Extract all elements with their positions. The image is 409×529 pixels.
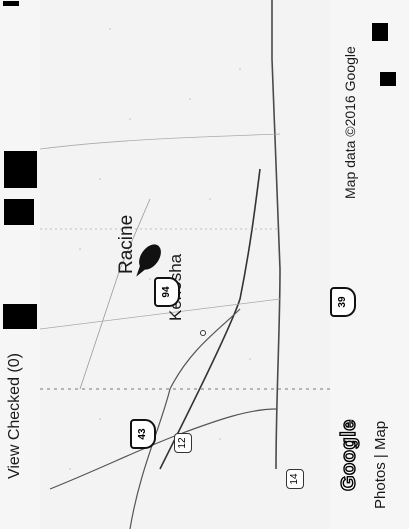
map-attribution[interactable]: Map data ©2016 Google — [342, 46, 358, 199]
local-road — [79, 198, 151, 390]
map-canvas[interactable] — [40, 0, 330, 529]
us-14-shield: 14 — [286, 469, 304, 489]
toolbar-button-c[interactable] — [4, 151, 37, 188]
toolbar-button-b[interactable] — [4, 199, 34, 225]
interstate-39-shield: 39 — [330, 287, 356, 317]
view-checked-link[interactable]: View Checked (0) — [6, 353, 23, 479]
control-square-2[interactable] — [380, 72, 396, 86]
map-pin-icon — [136, 244, 161, 277]
separator: | — [372, 454, 389, 459]
toolbar-button-a[interactable] — [3, 304, 37, 329]
lake-shoreline — [271, 0, 281, 470]
photos-map-toggle: Photos | Map — [372, 421, 389, 509]
menu-handle[interactable] — [3, 1, 19, 6]
control-square-1[interactable] — [372, 23, 388, 41]
map-link[interactable]: Map — [372, 420, 389, 451]
google-logo: Google — [337, 418, 360, 491]
photos-link[interactable]: Photos — [372, 462, 389, 509]
road-i43 — [129, 308, 241, 529]
city-label-racine: Racine — [116, 214, 137, 274]
interstate-94-shield: 94 — [154, 277, 180, 307]
us-12-shield: 12 — [174, 433, 192, 453]
city-marker-kenosha — [200, 330, 206, 336]
road-i94 — [159, 168, 261, 470]
local-road — [40, 133, 281, 150]
interstate-43-shield: 43 — [130, 419, 156, 449]
local-road — [40, 298, 281, 330]
